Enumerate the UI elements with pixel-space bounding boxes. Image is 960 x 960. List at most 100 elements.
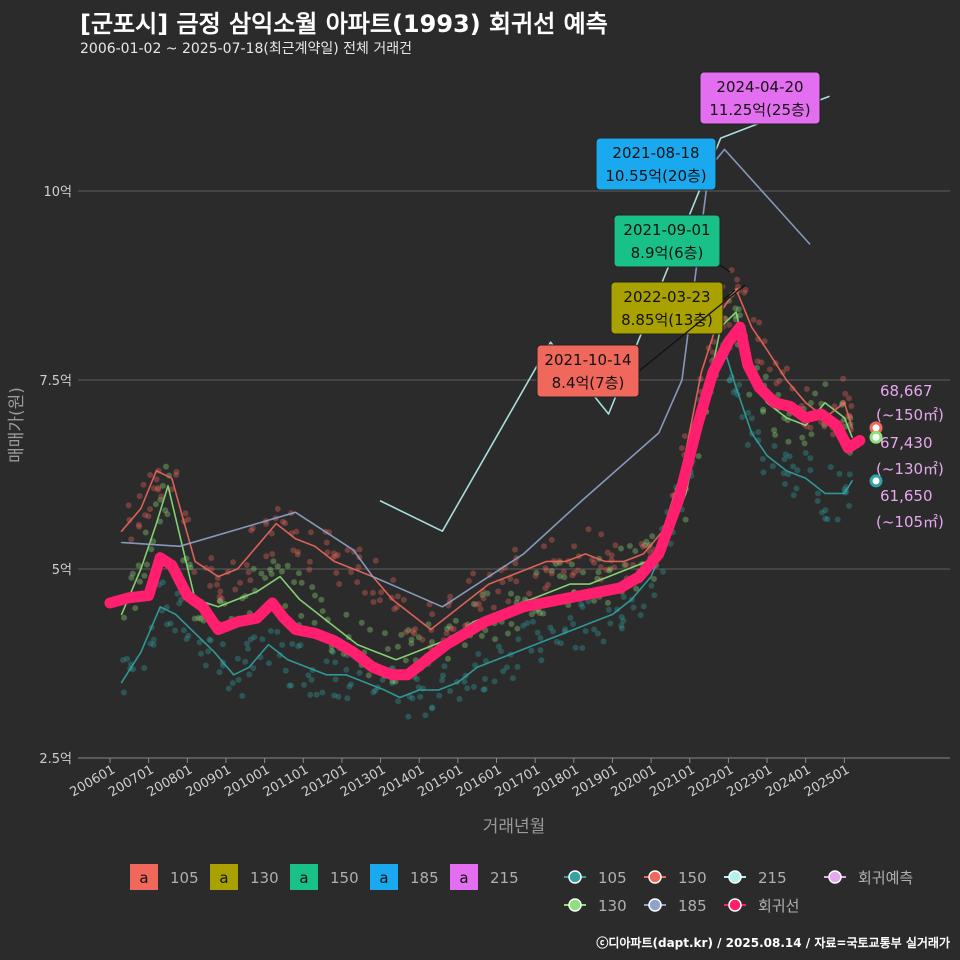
transaction-point: [807, 400, 814, 407]
transaction-point: [785, 438, 792, 445]
transaction-point: [750, 316, 757, 323]
transaction-point: [651, 592, 658, 599]
transaction-point: [267, 627, 274, 634]
transaction-point: [561, 574, 568, 581]
transaction-point: [182, 510, 189, 517]
transaction-point: [239, 692, 246, 699]
transaction-point: [647, 548, 654, 555]
transaction-point: [319, 608, 326, 615]
transaction-point: [846, 395, 853, 402]
transaction-point: [284, 562, 291, 569]
transaction-point: [247, 577, 254, 584]
transaction-point: [426, 601, 433, 608]
transaction-point: [282, 667, 289, 674]
transaction-point: [412, 625, 419, 632]
transaction-point: [398, 631, 405, 638]
transaction-point: [562, 626, 569, 633]
transaction-point: [232, 586, 239, 593]
transaction-point: [150, 641, 157, 648]
transaction-point: [579, 645, 586, 652]
transaction-point: [591, 626, 598, 633]
transaction-point: [491, 678, 498, 685]
annotation-box: [595, 137, 717, 191]
transaction-point: [245, 569, 252, 576]
transaction-point: [405, 627, 412, 634]
legend-label: 215: [758, 869, 787, 887]
transaction-point: [429, 704, 436, 711]
transaction-point: [141, 572, 148, 579]
transaction-point: [532, 572, 539, 579]
transaction-point: [470, 683, 477, 690]
transaction-point: [334, 552, 341, 559]
transaction-point: [822, 381, 829, 388]
transaction-point: [429, 611, 436, 618]
transaction-point: [282, 602, 289, 609]
transaction-point: [329, 649, 336, 656]
transaction-point: [129, 570, 136, 577]
transaction-point: [734, 276, 741, 283]
transaction-point: [734, 283, 741, 290]
transaction-point: [308, 676, 315, 683]
transaction-point: [155, 485, 162, 492]
legend-line-marker: [568, 870, 582, 884]
transaction-point: [626, 542, 633, 549]
transaction-point: [324, 549, 331, 556]
forecast-unit: (~150㎡): [876, 406, 944, 424]
transaction-point: [620, 593, 627, 600]
transaction-point: [552, 560, 559, 567]
transaction-point: [225, 685, 232, 692]
transaction-point: [638, 540, 645, 547]
transaction-point: [183, 636, 190, 643]
transaction-point: [394, 593, 401, 600]
legend-label: 회귀선: [758, 897, 799, 915]
transaction-point: [507, 590, 514, 597]
transaction-point: [343, 611, 350, 618]
transaction-point: [135, 521, 142, 528]
transaction-point: [605, 606, 612, 613]
transaction-point: [470, 601, 477, 608]
transaction-point: [582, 627, 589, 634]
transaction-point: [507, 575, 514, 582]
transaction-point: [142, 529, 149, 536]
transaction-point: [279, 641, 286, 648]
transaction-point: [473, 601, 480, 608]
transaction-point: [528, 611, 535, 618]
transaction-point: [335, 693, 342, 700]
transaction-point: [164, 621, 171, 628]
transaction-point: [372, 557, 379, 564]
transaction-point: [500, 668, 507, 675]
transaction-point: [365, 672, 372, 679]
transaction-point: [736, 312, 743, 319]
transaction-point: [274, 505, 281, 512]
transaction-point: [415, 634, 422, 641]
transaction-point: [274, 563, 281, 570]
transaction-point: [141, 664, 148, 671]
transaction-point: [282, 520, 289, 527]
transaction-point: [827, 464, 834, 471]
transaction-point: [356, 546, 363, 553]
transaction-point: [229, 680, 236, 687]
transaction-point: [536, 610, 543, 617]
transaction-point: [311, 619, 318, 626]
transaction-point: [419, 636, 426, 643]
annotation-box: [613, 214, 721, 268]
transaction-point: [726, 321, 733, 328]
legend-label: 130: [250, 869, 279, 887]
transaction-point: [319, 689, 326, 696]
transaction-point: [333, 569, 340, 576]
transaction-point: [278, 568, 285, 575]
transaction-point: [400, 596, 407, 603]
transaction-point: [355, 563, 362, 570]
transaction-point: [173, 471, 180, 478]
transaction-point: [726, 377, 733, 384]
transaction-point: [754, 358, 761, 365]
transaction-point: [608, 557, 615, 564]
transaction-point: [280, 518, 287, 525]
transaction-point: [480, 595, 487, 602]
forecast-unit: (~130㎡): [876, 460, 944, 478]
transaction-point: [478, 632, 485, 639]
series-line-150: [120, 288, 853, 631]
transaction-point: [248, 527, 255, 534]
transaction-point: [216, 669, 223, 676]
transaction-point: [831, 403, 838, 410]
